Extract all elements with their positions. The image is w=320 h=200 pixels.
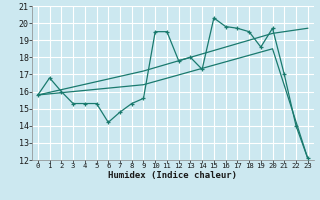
X-axis label: Humidex (Indice chaleur): Humidex (Indice chaleur) [108, 171, 237, 180]
